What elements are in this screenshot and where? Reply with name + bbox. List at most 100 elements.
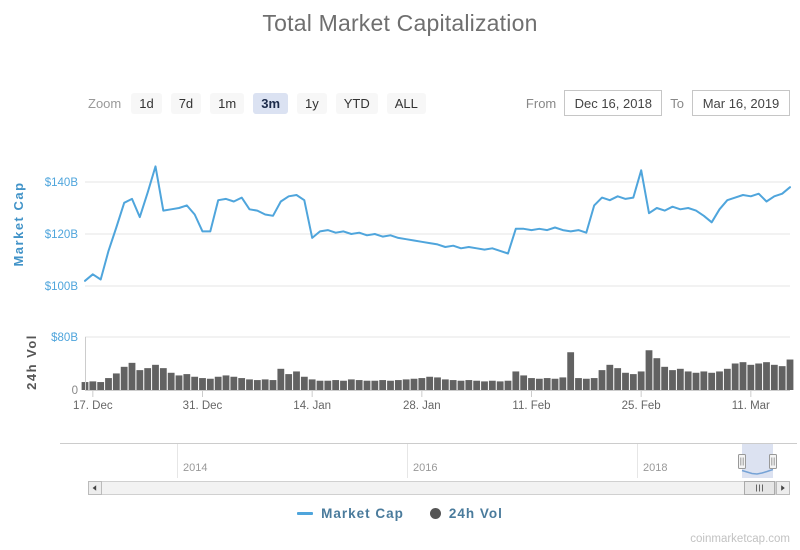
volume-column bbox=[528, 378, 535, 390]
volume-column bbox=[293, 371, 300, 390]
scrollbar-right-button[interactable] bbox=[776, 481, 790, 495]
volume-column bbox=[786, 359, 794, 390]
from-label: From bbox=[525, 95, 557, 111]
volume-column bbox=[723, 368, 731, 390]
volume-column bbox=[622, 372, 629, 390]
volume-column bbox=[136, 370, 144, 390]
to-date-input[interactable] bbox=[692, 90, 790, 116]
volume-column bbox=[763, 362, 770, 390]
volume-column bbox=[167, 372, 175, 390]
legend-label: Market Cap bbox=[321, 506, 404, 521]
volume-column bbox=[676, 368, 684, 390]
volume-column bbox=[128, 362, 136, 390]
volume-column bbox=[488, 380, 496, 390]
volume-column bbox=[614, 368, 622, 390]
volume-column bbox=[653, 358, 661, 390]
volume-column bbox=[89, 381, 97, 390]
watermark: coinmarketcap.com bbox=[690, 533, 790, 545]
volume-column bbox=[379, 380, 387, 390]
volume-column bbox=[739, 362, 747, 390]
scrollbar-thumb[interactable] bbox=[744, 481, 775, 495]
volume-column bbox=[598, 370, 606, 390]
volume-column bbox=[253, 380, 261, 390]
volume-column bbox=[629, 374, 637, 390]
navigator-handle-right[interactable] bbox=[769, 454, 777, 469]
zoom-button-ytd[interactable]: YTD bbox=[335, 92, 378, 114]
volume-column bbox=[277, 368, 285, 390]
volume-column bbox=[199, 378, 206, 390]
volume-column bbox=[300, 376, 308, 390]
y-axis-label: $100B bbox=[45, 281, 79, 293]
x-axis-label: 14. Jan bbox=[293, 400, 331, 412]
chart-legend: Market Cap 24h Vol bbox=[0, 506, 800, 521]
volume-column bbox=[112, 373, 120, 390]
zoom-button-7d[interactable]: 7d bbox=[170, 92, 202, 114]
navigator-handle-left[interactable] bbox=[738, 454, 746, 469]
volume-column bbox=[716, 371, 723, 390]
navigator-year-label: 2014 bbox=[183, 462, 207, 474]
market-cap-axis-title: Market Cap bbox=[11, 181, 26, 266]
volume-column bbox=[347, 379, 355, 390]
volume-column bbox=[684, 371, 692, 390]
volume-column bbox=[465, 380, 473, 390]
volume-column bbox=[481, 381, 488, 390]
volume-column bbox=[191, 376, 199, 390]
date-range-group: From To bbox=[518, 90, 790, 116]
zoom-label: Zoom bbox=[88, 95, 122, 111]
legend-item-market-cap[interactable]: Market Cap bbox=[297, 506, 404, 521]
volume-column bbox=[371, 380, 379, 390]
volume-column bbox=[410, 378, 418, 390]
chart-toolbar: Zoom 1d 7d 1m 3m 1y YTD ALL From To bbox=[88, 90, 790, 116]
legend-item-24h-vol[interactable]: 24h Vol bbox=[429, 506, 503, 521]
volume-column bbox=[285, 374, 293, 390]
volume-column bbox=[152, 364, 159, 390]
volume-column bbox=[206, 378, 214, 390]
volume-column bbox=[575, 378, 582, 390]
volume-column bbox=[332, 380, 340, 390]
zoom-button-1m[interactable]: 1m bbox=[210, 92, 245, 114]
volume-column bbox=[418, 378, 426, 390]
navigator-selected-range[interactable] bbox=[742, 444, 773, 478]
volume-column bbox=[159, 368, 167, 390]
volume-column bbox=[512, 371, 520, 390]
legend-label: 24h Vol bbox=[448, 506, 503, 521]
volume-column bbox=[708, 372, 716, 390]
volume-column bbox=[120, 366, 128, 390]
axis-labels: $140B $120B $100B $80B 0 17. Dec 31. Dec 14. Ja… bbox=[45, 177, 770, 412]
volume-column bbox=[520, 375, 528, 390]
zoom-button-3m[interactable]: 3m bbox=[253, 92, 289, 114]
volume-column bbox=[183, 374, 191, 390]
volume-column bbox=[308, 379, 316, 390]
volume-column bbox=[363, 380, 371, 390]
volume-column bbox=[238, 378, 246, 390]
navigator-year-label: 2016 bbox=[413, 462, 437, 474]
volume-column bbox=[700, 371, 708, 390]
volume-column bbox=[496, 381, 504, 390]
navigator[interactable]: 2014 2016 2018 bbox=[60, 443, 797, 479]
scrollbar[interactable] bbox=[88, 481, 790, 495]
navigator-year-label: 2018 bbox=[643, 462, 667, 474]
from-date-input[interactable] bbox=[564, 90, 663, 116]
volume-column bbox=[778, 366, 786, 390]
y-axis-label: 0 bbox=[72, 385, 78, 397]
volume-column bbox=[504, 380, 512, 390]
scrollbar-left-button[interactable] bbox=[88, 481, 102, 495]
zoom-button-all[interactable]: ALL bbox=[386, 92, 426, 114]
volume-column bbox=[214, 376, 222, 390]
market-cap-line bbox=[84, 165, 791, 282]
y-axis-label: $80B bbox=[51, 332, 78, 344]
volume-column bbox=[645, 350, 653, 390]
volume-column bbox=[755, 363, 763, 390]
volume-column bbox=[105, 378, 112, 390]
volume-column bbox=[731, 363, 739, 390]
zoom-button-1d[interactable]: 1d bbox=[131, 92, 162, 114]
volume-column bbox=[606, 364, 614, 390]
y-axis-label: $140B bbox=[45, 177, 79, 189]
volume-column bbox=[692, 372, 700, 390]
to-label: To bbox=[670, 95, 684, 111]
scrollbar-track[interactable] bbox=[101, 481, 776, 495]
volume-column bbox=[535, 378, 543, 390]
volume-column bbox=[582, 378, 590, 390]
zoom-button-1y[interactable]: 1y bbox=[297, 92, 327, 114]
